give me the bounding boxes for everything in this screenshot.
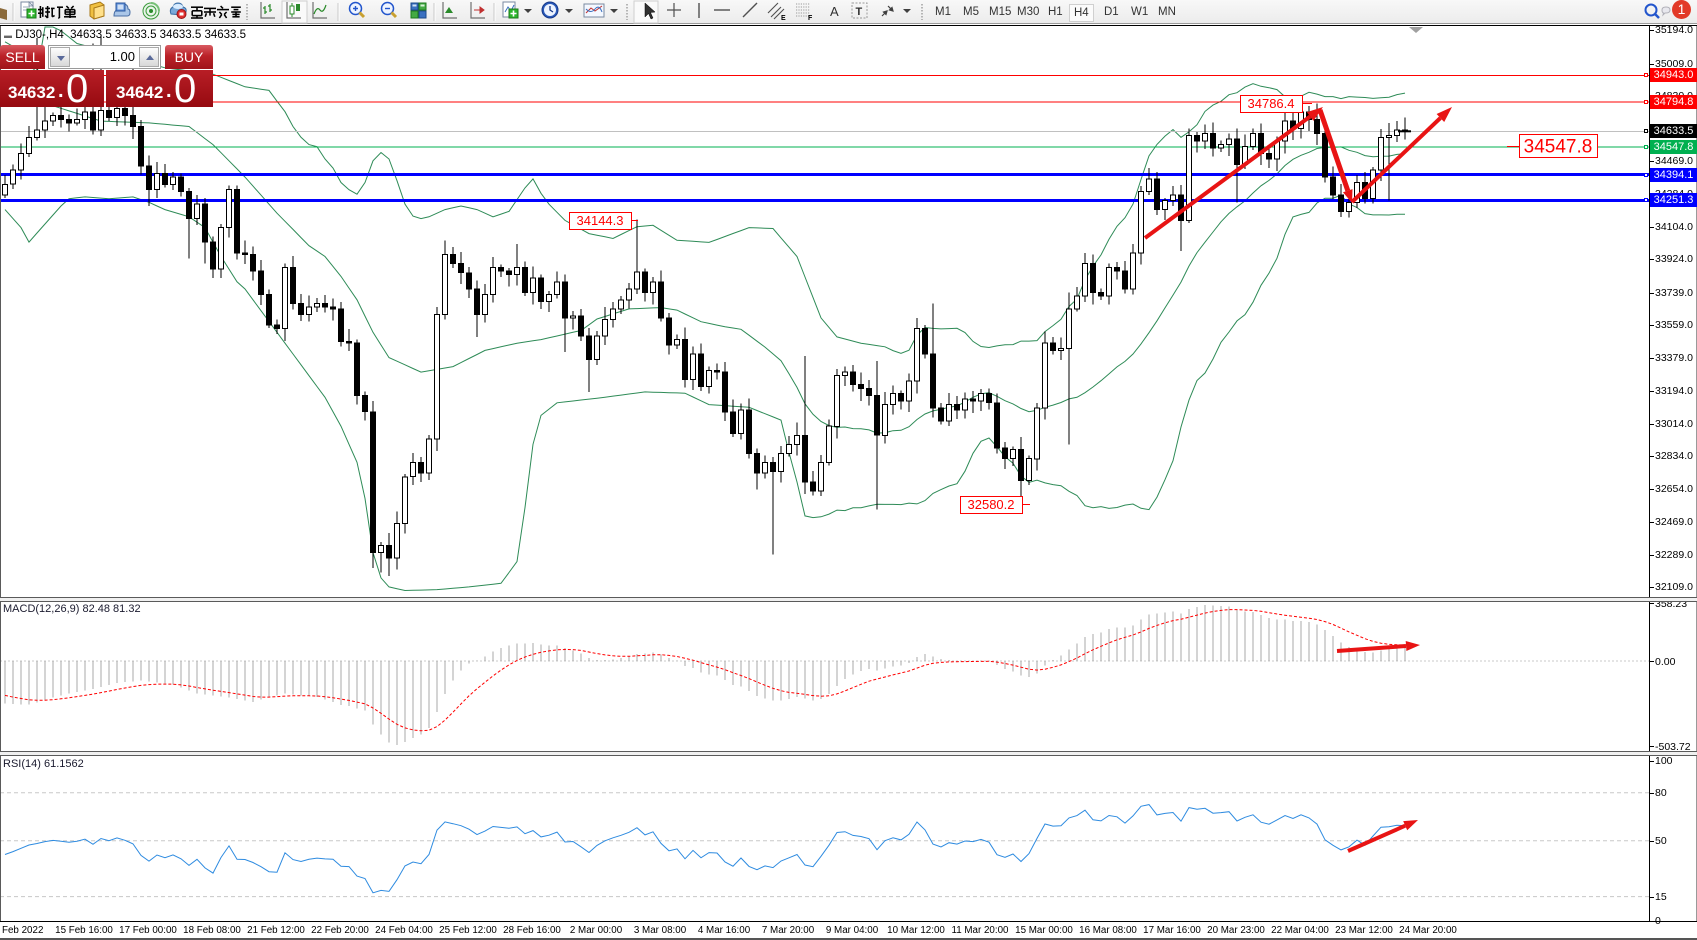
svg-text:E: E [781, 15, 786, 22]
svg-text:32580.2: 32580.2 [968, 497, 1015, 512]
svg-text:34786.4: 34786.4 [1248, 96, 1295, 111]
svg-text:A: A [830, 4, 839, 19]
svg-text:34144.3: 34144.3 [577, 213, 624, 228]
svg-text:34547.8: 34547.8 [1524, 136, 1593, 157]
svg-text:F: F [808, 15, 813, 22]
svg-text:T: T [856, 6, 863, 18]
